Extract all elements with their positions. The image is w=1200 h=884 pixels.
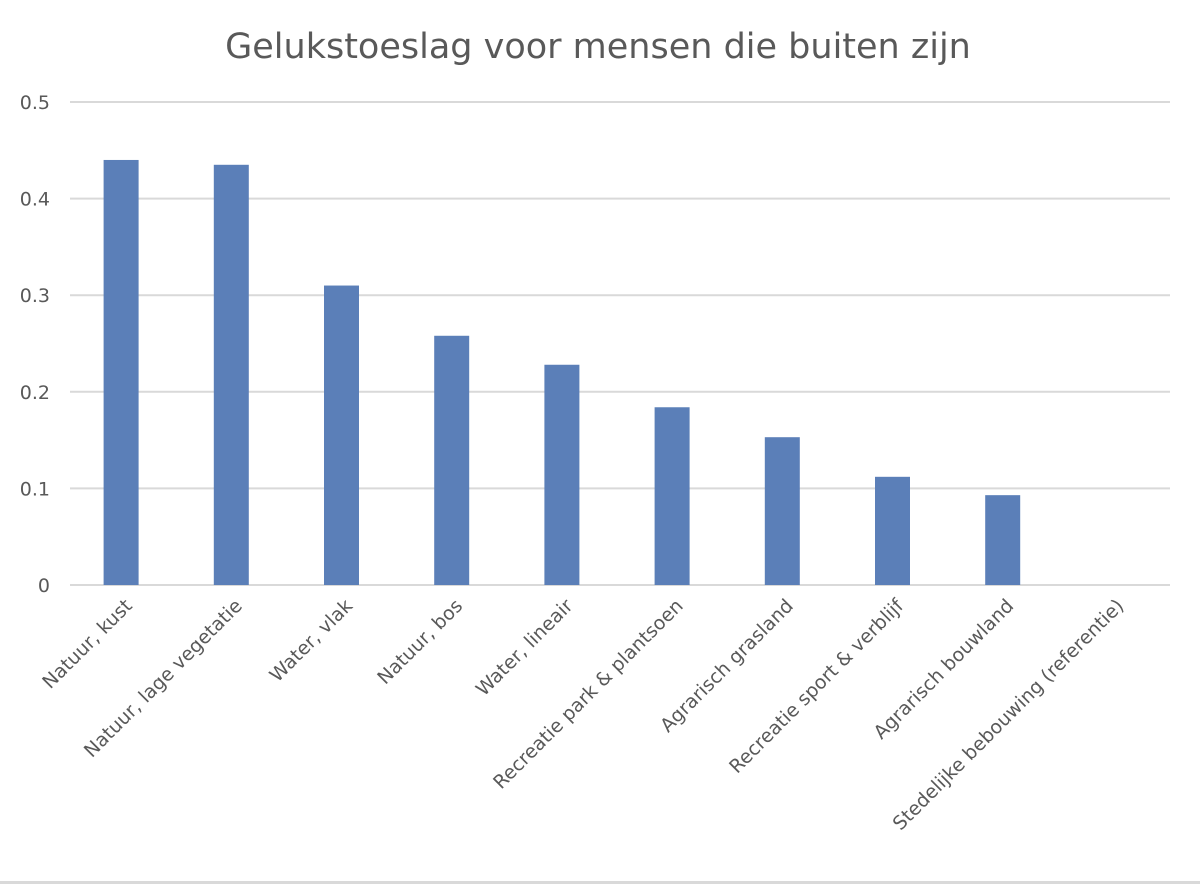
y-tick-label: 0.5 [20, 92, 50, 114]
y-axis-tick-labels: 0 0.1 0.2 0.3 0.4 0.5 [20, 92, 50, 597]
bar [103, 159, 139, 585]
y-tick-label: 0.3 [20, 285, 50, 307]
x-category-label: Natuur, kust [38, 595, 136, 693]
bars [103, 159, 1021, 586]
bar [764, 437, 800, 585]
bar [875, 476, 910, 585]
bar [324, 285, 359, 585]
x-category-label: Natuur, bos [373, 595, 467, 689]
y-tick-label: 0.1 [20, 478, 50, 500]
chart-title: Gelukstoeslag voor mensen die buiten zij… [225, 27, 971, 67]
x-category-label: Recreatie sport & verblijf [725, 594, 909, 778]
bar [654, 407, 690, 585]
x-category-label: Water, lineair [472, 595, 578, 701]
x-category-label: Stedelijke bebouwing (referentie) [889, 595, 1129, 835]
bar [434, 335, 470, 585]
bar [213, 164, 249, 586]
y-tick-label: 0.4 [20, 189, 50, 211]
y-tick-label: 0 [38, 575, 50, 597]
y-tick-label: 0.2 [20, 382, 50, 404]
bar [985, 495, 1021, 585]
x-category-label: Water, vlak [266, 595, 358, 687]
x-category-label: Recreatie park & plantsoen [489, 595, 688, 794]
bar [544, 364, 580, 585]
